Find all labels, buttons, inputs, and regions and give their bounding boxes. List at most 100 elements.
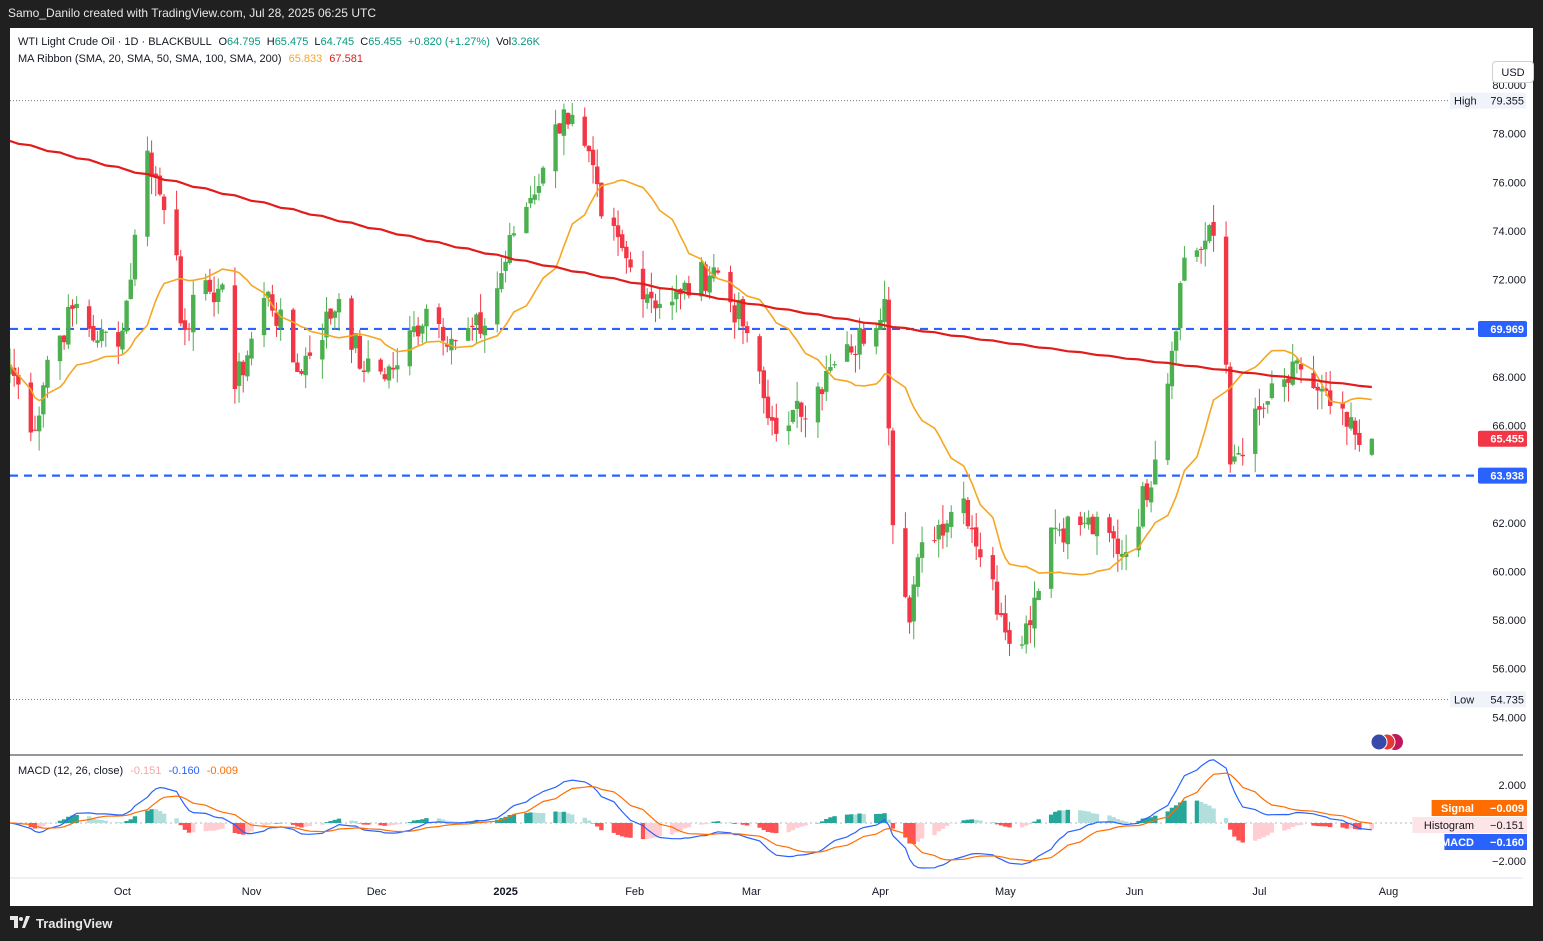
- candle-body: [128, 279, 133, 300]
- macd-histogram-bar: [245, 823, 250, 834]
- macd-histogram-bar: [961, 820, 966, 823]
- candle-body: [153, 173, 158, 178]
- candle-body: [1036, 590, 1041, 600]
- macd-histogram-bar: [824, 819, 829, 823]
- macd-histogram-bar: [536, 812, 542, 823]
- macd-histogram-bar: [61, 819, 67, 823]
- macd-histogram-bar: [124, 820, 129, 823]
- macd-histogram-bar: [74, 814, 79, 823]
- macd-histogram-bar: [1357, 823, 1362, 830]
- macd-histogram-bar: [445, 820, 450, 823]
- macd-histogram-bar: [620, 823, 625, 837]
- candle-body: [969, 527, 975, 530]
- macd-histogram-bar: [407, 822, 413, 823]
- candle-body: [1315, 386, 1320, 391]
- candle-body: [978, 549, 983, 558]
- candle-body: [307, 352, 313, 356]
- macd-histogram-bar: [45, 823, 50, 824]
- candle-body: [178, 256, 183, 324]
- macd-histogram-bar: [116, 822, 121, 823]
- candle-body: [249, 338, 254, 359]
- macd-histogram-bar: [153, 809, 158, 823]
- candle-body: [874, 328, 879, 347]
- macd-histogram-bar: [1136, 820, 1141, 823]
- macd-histogram-bar: [1315, 823, 1320, 827]
- candle-body: [407, 330, 413, 367]
- candle-body: [1057, 529, 1062, 531]
- macd-histogram-bar: [299, 823, 304, 828]
- macd-histogram-bar: [120, 822, 125, 823]
- candle-body: [1203, 240, 1208, 250]
- candle-body: [1236, 453, 1241, 455]
- macd-histogram-bar: [969, 819, 975, 823]
- macd-histogram-bar: [628, 823, 633, 838]
- macd-histogram-bar: [757, 823, 762, 828]
- candle-body: [357, 335, 363, 369]
- macd-histogram-bar: [220, 823, 225, 829]
- macd-histogram-bar: [1178, 802, 1183, 823]
- candle-body: [182, 320, 188, 330]
- candle-body: [474, 314, 479, 326]
- candle-body: [582, 116, 587, 146]
- candle-body: [682, 282, 687, 291]
- candle-body: [220, 284, 225, 290]
- us-flag-icon: [1370, 733, 1403, 751]
- macd-histogram-bar: [511, 814, 517, 823]
- chart-area[interactable]: WTI Light Crude Oil · 1D · BLACKBULL O64…: [7, 28, 1534, 906]
- candle-body: [186, 328, 192, 330]
- macd-histogram-bar: [1053, 811, 1058, 823]
- candle-body: [828, 367, 833, 371]
- macd-histogram-bar: [1090, 813, 1096, 823]
- macd-histogram-bar: [328, 820, 333, 823]
- macd-histogram-bar: [611, 823, 617, 833]
- macd-histogram-bar: [678, 823, 683, 831]
- macd-histogram-bar: [886, 819, 891, 823]
- macd-histogram-bar: [936, 823, 941, 832]
- level-price-text: 63.938: [1490, 471, 1524, 483]
- candle-body: [1269, 383, 1275, 399]
- candle-body: [303, 355, 308, 376]
- macd-histogram-bar: [799, 823, 804, 827]
- footer: TradingView: [10, 912, 112, 934]
- macd-histogram-bar: [303, 823, 308, 827]
- macd-histogram-bar: [907, 823, 912, 844]
- candle-body: [1294, 360, 1300, 364]
- macd-histogram-bar: [91, 818, 96, 823]
- macd-histogram-bar: [95, 819, 100, 823]
- price-axis: 80.00078.00076.00074.00072.00070.00068.0…: [1450, 80, 1527, 724]
- candle-body: [216, 288, 221, 303]
- candle-body: [1111, 531, 1116, 539]
- candle-body: [1090, 516, 1096, 535]
- macd-histogram-bar: [70, 815, 75, 823]
- candle-body: [390, 367, 396, 370]
- candle-body: [1078, 516, 1083, 526]
- legend: WTI Light Crude Oil · 1D · BLACKBULL O64…: [18, 36, 541, 65]
- macd-histogram-bar: [353, 821, 358, 823]
- candle-body: [499, 273, 504, 290]
- macd-histogram-bar: [1198, 801, 1204, 823]
- candle-body: [124, 300, 129, 332]
- macd-histogram-bar: [765, 823, 771, 832]
- candle-body: [536, 186, 542, 193]
- currency-button[interactable]: USD: [1492, 61, 1534, 83]
- candle-body: [1282, 379, 1287, 387]
- price-tick-label: 78.000: [1492, 129, 1526, 141]
- candle-body: [332, 311, 338, 318]
- macd-histogram-bar: [732, 823, 737, 824]
- candle-body: [1198, 248, 1204, 250]
- last-price-text: 65.455: [1490, 434, 1524, 446]
- macd-histogram-bar: [157, 810, 163, 823]
- macd-histogram-bar: [728, 822, 733, 823]
- macd-histogram-bar: [532, 812, 537, 823]
- candle-body: [524, 206, 529, 234]
- candle-body: [395, 365, 400, 370]
- candle-body: [1290, 361, 1295, 385]
- candle-body: [1340, 402, 1345, 409]
- candle-body: [974, 527, 979, 547]
- macd-histogram-bar: [1348, 823, 1354, 829]
- macd-histogram-bar: [769, 823, 775, 833]
- candle-body: [424, 308, 429, 327]
- chart-svg[interactable]: WTI Light Crude Oil · 1D · BLACKBULL O64…: [7, 28, 1533, 906]
- candle-body: [324, 311, 329, 338]
- candle-body: [1228, 366, 1233, 465]
